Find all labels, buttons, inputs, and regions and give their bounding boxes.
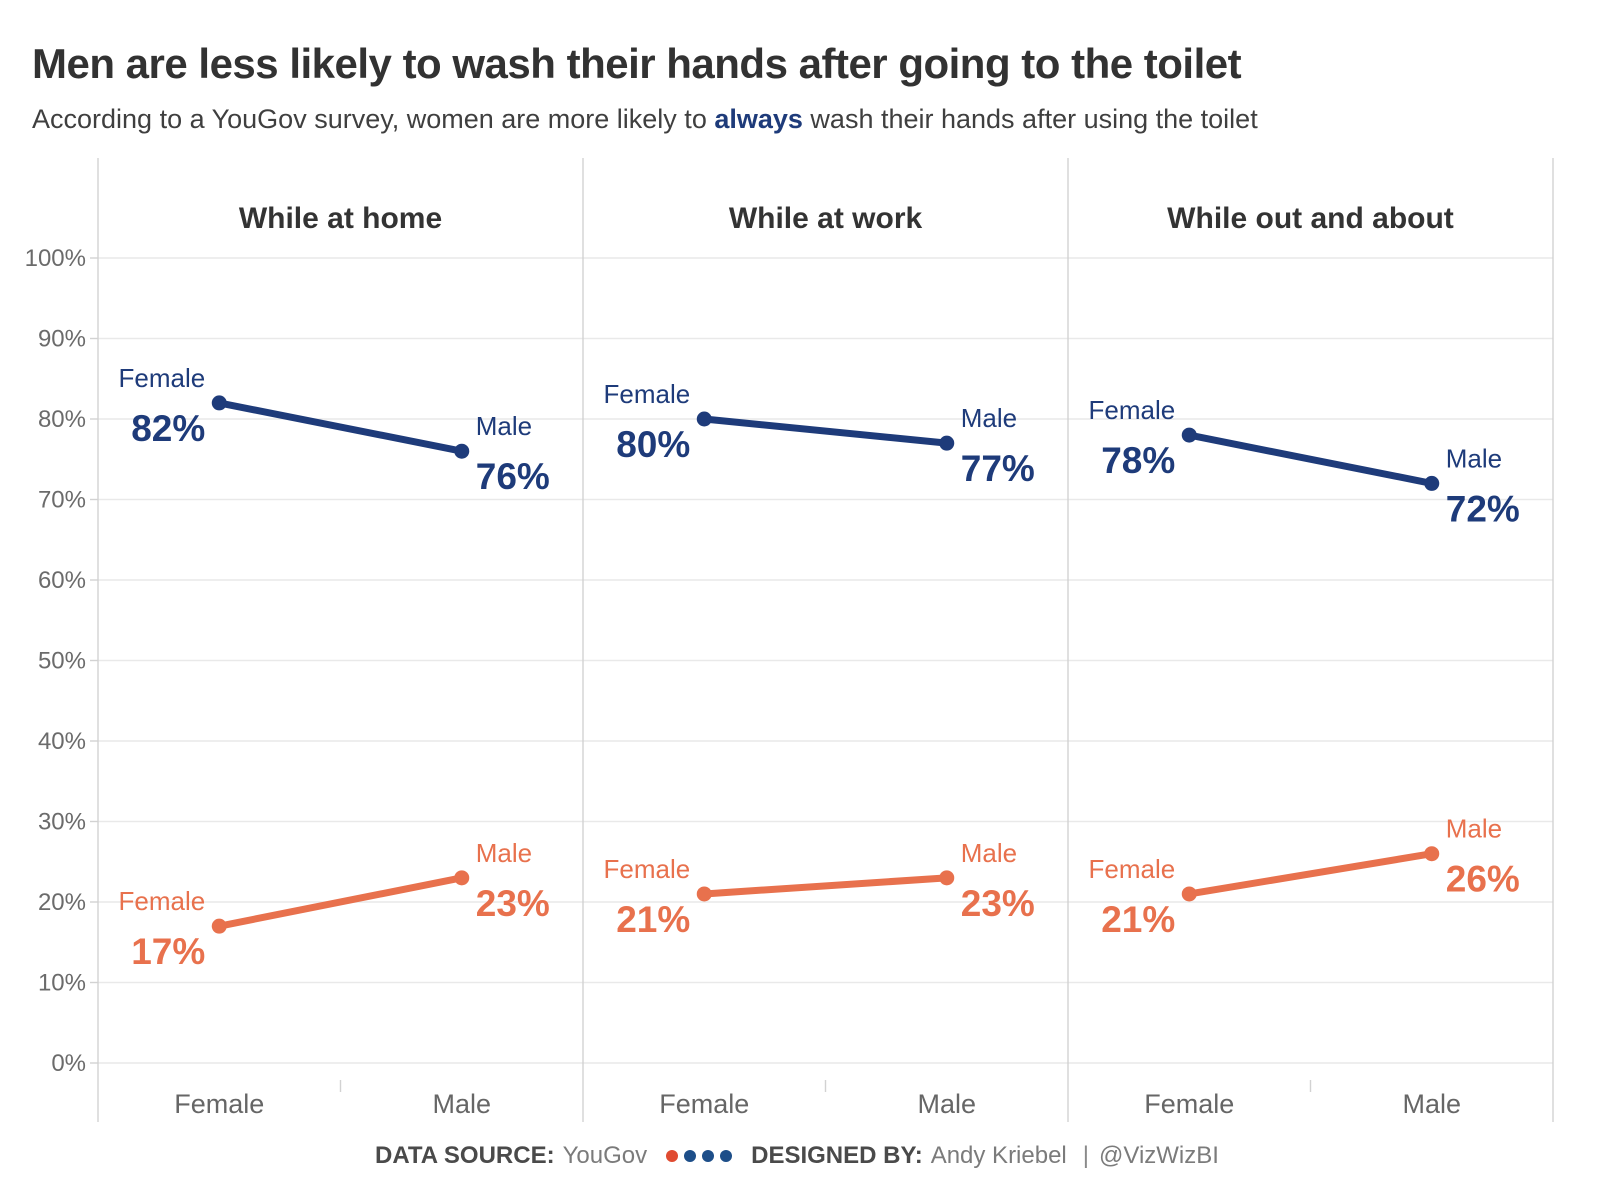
x-label-0-male: Male bbox=[432, 1089, 491, 1119]
point-value-label-1-navy-female: 80% bbox=[616, 424, 690, 465]
data-point-0-navy-male bbox=[454, 443, 470, 459]
subtitle-suffix: wash their hands after using the toilet bbox=[802, 104, 1258, 134]
data-point-1-navy-male bbox=[939, 435, 955, 451]
point-value-label-2-navy-male: 72% bbox=[1446, 488, 1520, 529]
panel-title-1: While at work bbox=[729, 202, 923, 235]
panel-title-0: While at home bbox=[239, 202, 442, 235]
data-point-0-navy-female bbox=[211, 395, 227, 411]
slope-line-0-orange bbox=[215, 874, 466, 930]
x-label-0-female: Female bbox=[174, 1089, 264, 1119]
slope-line-1-navy bbox=[700, 415, 951, 447]
y-tick-label-100: 100% bbox=[25, 245, 86, 272]
point-name-label-2-navy-male: Male bbox=[1446, 443, 1502, 473]
point-name-label-1-navy-male: Male bbox=[961, 403, 1017, 433]
x-label-1-male: Male bbox=[917, 1089, 976, 1119]
x-label-2-male: Male bbox=[1402, 1089, 1461, 1119]
data-point-0-orange-male bbox=[454, 870, 470, 886]
point-name-label-2-orange-female: Female bbox=[1089, 854, 1176, 884]
y-tick-label-10: 10% bbox=[38, 970, 86, 997]
point-value-label-2-orange-female: 21% bbox=[1101, 899, 1175, 940]
slope-line-0-navy bbox=[215, 399, 466, 455]
footer-separator: | bbox=[1082, 1142, 1089, 1169]
y-tick-label-90: 90% bbox=[38, 326, 86, 353]
y-tick-label-50: 50% bbox=[38, 648, 86, 675]
point-name-label-0-navy-male: Male bbox=[476, 411, 532, 441]
footer-dot-red-0 bbox=[666, 1150, 679, 1162]
subtitle-emphasis: always bbox=[714, 104, 803, 134]
point-value-label-1-navy-male: 77% bbox=[961, 448, 1035, 489]
data-point-2-orange-female bbox=[1181, 886, 1197, 902]
data-point-2-orange-male bbox=[1424, 846, 1440, 862]
footer-credits: DATA SOURCE: YouGov DESIGNED BY: Andy Kr… bbox=[0, 1136, 1600, 1176]
chart-title: Men are less likely to wash their hands … bbox=[32, 40, 1242, 87]
point-value-label-0-navy-male: 76% bbox=[476, 456, 550, 497]
point-name-label-1-navy-female: Female bbox=[604, 379, 691, 409]
data-source-value: YouGov bbox=[562, 1142, 648, 1169]
footer-color-dots bbox=[663, 1150, 735, 1162]
designed-by-label: DESIGNED BY: bbox=[751, 1142, 923, 1169]
footer-dot-navy-2 bbox=[702, 1150, 715, 1162]
data-point-2-navy-male bbox=[1424, 475, 1440, 491]
y-tick-label-20: 20% bbox=[38, 889, 86, 916]
point-name-label-0-navy-female: Female bbox=[119, 363, 206, 393]
y-tick-label-30: 30% bbox=[38, 809, 86, 836]
x-label-1-female: Female bbox=[659, 1089, 749, 1119]
footer-dot-navy-1 bbox=[684, 1150, 697, 1162]
chart-subtitle: According to a YouGov survey, women are … bbox=[32, 104, 1258, 135]
data-point-1-orange-female bbox=[696, 886, 712, 902]
y-tick-label-70: 70% bbox=[38, 487, 86, 514]
point-value-label-0-orange-female: 17% bbox=[131, 931, 205, 972]
y-tick-label-40: 40% bbox=[38, 728, 86, 755]
slope-line-2-navy bbox=[1185, 431, 1436, 487]
point-name-label-0-orange-female: Female bbox=[119, 886, 206, 916]
point-name-label-0-orange-male: Male bbox=[476, 838, 532, 868]
data-point-1-orange-male bbox=[939, 870, 955, 886]
y-tick-label-0: 0% bbox=[51, 1050, 86, 1077]
data-point-2-navy-female bbox=[1181, 427, 1197, 443]
point-name-label-2-navy-female: Female bbox=[1089, 395, 1176, 425]
point-name-label-2-orange-male: Male bbox=[1446, 814, 1502, 844]
point-value-label-2-orange-male: 26% bbox=[1446, 859, 1520, 900]
point-value-label-0-orange-male: 23% bbox=[476, 883, 550, 924]
point-value-label-0-navy-female: 82% bbox=[131, 408, 205, 449]
point-value-label-2-navy-female: 78% bbox=[1101, 440, 1175, 481]
y-tick-label-60: 60% bbox=[38, 567, 86, 594]
footer-dot-navy-3 bbox=[720, 1150, 733, 1162]
data-point-1-navy-female bbox=[696, 411, 712, 427]
footer-handle: @VizWizBI bbox=[1099, 1142, 1219, 1169]
data-source-label: DATA SOURCE: bbox=[375, 1142, 555, 1169]
x-label-2-female: Female bbox=[1144, 1089, 1234, 1119]
slope-line-2-orange bbox=[1185, 850, 1436, 898]
data-point-0-orange-female bbox=[211, 918, 227, 934]
point-value-label-1-orange-male: 23% bbox=[961, 883, 1035, 924]
designed-by-value: Andy Kriebel bbox=[930, 1142, 1067, 1169]
subtitle-prefix: According to a YouGov survey, women are … bbox=[32, 104, 715, 134]
panel-title-2: While out and about bbox=[1167, 202, 1454, 235]
point-value-label-1-orange-female: 21% bbox=[616, 899, 690, 940]
slope-line-1-orange bbox=[700, 874, 951, 898]
y-tick-label-80: 80% bbox=[38, 406, 86, 433]
point-name-label-1-orange-female: Female bbox=[604, 854, 691, 884]
point-name-label-1-orange-male: Male bbox=[961, 838, 1017, 868]
